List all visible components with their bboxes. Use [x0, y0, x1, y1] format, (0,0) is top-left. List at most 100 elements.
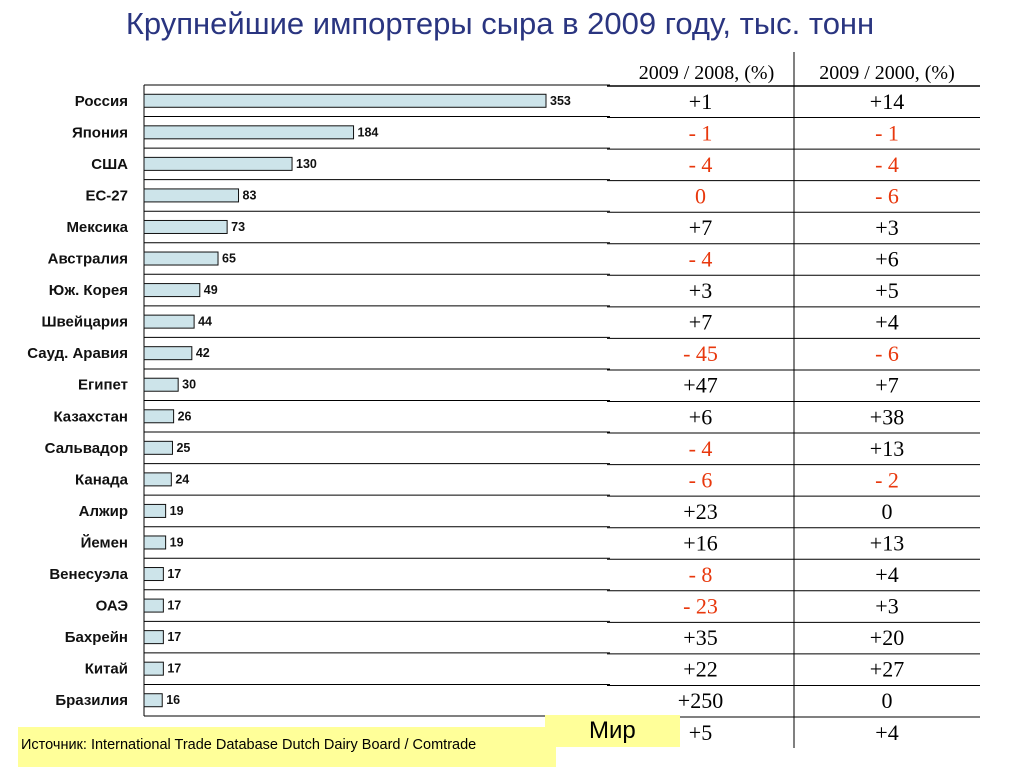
category-label: США: [91, 156, 128, 173]
bar: [143, 661, 164, 676]
category-label: Бразилия: [55, 692, 128, 709]
table-cell: +4: [875, 310, 898, 335]
table-cell: - 2: [875, 467, 899, 492]
data-label: 17: [167, 567, 181, 581]
table-cell: 0: [695, 183, 706, 208]
category-label: Китай: [85, 661, 128, 678]
table-cell: +3: [689, 278, 712, 303]
bar: [143, 377, 179, 392]
category-label: Россия: [75, 93, 128, 110]
bar: [143, 346, 193, 361]
bar: [143, 188, 240, 203]
category-label: Египет: [78, 377, 128, 394]
table-cell: +13: [870, 436, 904, 461]
category-label: Япония: [72, 124, 128, 141]
table-cell: +3: [875, 594, 898, 619]
data-label: 353: [550, 94, 571, 108]
table-cell: - 23: [683, 594, 718, 619]
category-label: Йемен: [81, 533, 128, 551]
table-cell: +20: [870, 625, 904, 650]
bar: [143, 251, 219, 266]
table-cell: - 6: [689, 467, 713, 492]
table-cell: +6: [875, 247, 898, 272]
table-cell: +6: [689, 404, 712, 429]
data-label: 26: [178, 409, 192, 423]
table-cell: +7: [875, 373, 898, 398]
data-label: 65: [222, 252, 236, 266]
world-cell: +4: [875, 720, 898, 745]
bar: [143, 219, 228, 234]
table-cell: - 4: [689, 436, 713, 461]
table-cell: +35: [683, 625, 717, 650]
table-cell: - 1: [689, 120, 713, 145]
data-label: 73: [231, 220, 245, 234]
table-cell: - 45: [683, 341, 718, 366]
bar: [143, 283, 201, 298]
category-label: Мексика: [66, 219, 128, 236]
bar: [143, 156, 293, 171]
table-cell: +14: [870, 89, 904, 114]
bar: [143, 693, 163, 708]
data-label: 83: [243, 188, 257, 202]
table-cell: - 4: [689, 152, 713, 177]
data-label: 184: [358, 125, 379, 139]
table-cell: - 4: [689, 247, 713, 272]
bar: [143, 125, 355, 140]
column-header: 2009 / 2000, (%): [819, 62, 955, 84]
data-label: 44: [198, 315, 212, 329]
data-label: 30: [182, 378, 196, 392]
data-label: 19: [170, 535, 184, 549]
table-cell: +38: [870, 404, 904, 429]
category-label: Казахстан: [53, 408, 128, 425]
world-label: Мир: [545, 715, 680, 747]
bar: [143, 409, 175, 424]
source-note: Источник: International Trade Database D…: [18, 727, 556, 767]
table-cell: - 4: [875, 152, 899, 177]
category-label: Венесуэла: [49, 566, 128, 583]
category-label: Сауд. Аравия: [27, 345, 128, 362]
table-cell: +27: [870, 657, 904, 682]
category-label: Юж. Корея: [49, 282, 128, 299]
world-cell: +5: [689, 720, 712, 745]
bar: [143, 440, 173, 455]
table-cell: +3: [875, 215, 898, 240]
table-cell: +5: [875, 278, 898, 303]
table-cell: 0: [882, 499, 893, 524]
table-cell: +13: [870, 530, 904, 555]
data-label: 17: [167, 630, 181, 644]
table-cell: 0: [882, 688, 893, 713]
data-label: 25: [176, 441, 190, 455]
data-label: 17: [167, 599, 181, 613]
table-cell: +250: [678, 688, 723, 713]
table-cell: - 8: [689, 562, 713, 587]
table-cell: +22: [683, 657, 717, 682]
data-label: 19: [170, 504, 184, 518]
data-label: 42: [196, 346, 210, 360]
bar: [143, 93, 547, 108]
bar: [143, 630, 164, 645]
category-label: Бахрейн: [65, 629, 128, 646]
table-cell: +16: [683, 530, 717, 555]
bar: [143, 472, 172, 487]
category-label: ЕС-27: [85, 187, 128, 204]
data-label: 16: [166, 693, 180, 707]
data-label: 24: [175, 472, 189, 486]
bar: [143, 567, 164, 582]
table-cell: - 6: [875, 183, 899, 208]
table-cell: +23: [683, 499, 717, 524]
bar: [143, 314, 195, 329]
table-cell: - 6: [875, 341, 899, 366]
category-label: Австралия: [48, 251, 128, 268]
bar: [143, 503, 167, 518]
data-label: 49: [204, 283, 218, 297]
category-label: Швейцария: [41, 314, 128, 331]
category-label: ОАЭ: [96, 598, 129, 615]
table-cell: +47: [683, 373, 717, 398]
table-cell: - 1: [875, 120, 899, 145]
table-cell: +7: [689, 310, 712, 335]
data-label: 130: [296, 157, 317, 171]
bar: [143, 598, 164, 613]
category-label: Сальвадор: [45, 440, 128, 457]
